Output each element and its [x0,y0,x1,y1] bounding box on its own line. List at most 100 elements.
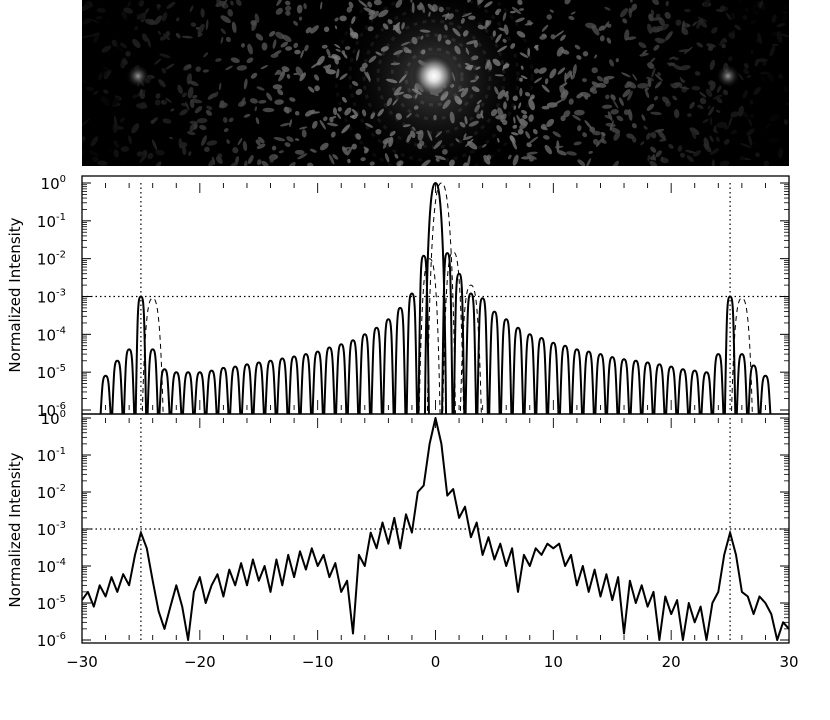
companion-right [716,64,740,88]
speckle [369,161,375,166]
speckle [159,35,167,41]
speckle [82,138,85,144]
speckle [649,160,658,166]
speckle [208,159,214,166]
speckle [707,105,711,110]
speckle [281,34,292,43]
speckle [650,146,657,153]
speckle [754,58,760,67]
speckle [629,0,633,3]
speckle [742,111,749,118]
speckle [165,97,172,103]
speckle [231,21,237,33]
speckle [89,150,99,156]
speckle [216,0,221,5]
speckle [771,14,777,23]
speckle [279,122,290,127]
speckle [285,46,293,51]
speckle [303,3,307,10]
speckle [323,65,329,69]
x-tick-label: −10 [302,653,334,671]
speckle [623,109,630,116]
speckle [96,7,106,13]
speckle [631,3,638,11]
speckle [532,128,538,135]
speckle [591,67,598,74]
speckle [541,84,550,93]
speckle [247,43,253,55]
speckle [757,32,763,44]
y-tick-label: 10-1 [37,446,66,465]
speckle [91,19,100,24]
speckle [763,160,770,166]
speckle [256,159,262,166]
speckle [582,78,587,83]
speckle [271,145,277,151]
speckle [655,13,661,19]
speckle [103,89,109,94]
speckle [301,129,307,138]
speckle [603,78,609,85]
speckle [750,49,754,55]
x-tick-label: 30 [779,653,798,671]
speckle [511,6,522,15]
speckle [592,130,601,136]
speckle [556,46,564,57]
speckle [105,21,111,24]
speckle [610,94,616,101]
speckle [189,125,195,130]
speckle [753,9,760,15]
speckle [527,20,533,26]
speckle [728,116,733,127]
speckle [296,4,303,14]
speckle [175,17,180,22]
speckle [269,154,275,163]
speckle [577,125,582,132]
bottom-axes [81,417,790,641]
speckle [92,156,99,163]
speckle [321,44,328,49]
speckle [594,54,598,59]
speckle [220,36,224,44]
speckle [697,104,704,110]
speckle [275,7,283,15]
speckle [230,161,239,166]
speckle [750,20,757,25]
speckle [284,0,291,6]
speckle [170,108,175,112]
speckle [136,151,143,157]
speckle [247,155,254,164]
speckle [686,155,694,163]
speckle [716,85,722,93]
speckle [512,154,519,166]
speckle [605,94,610,100]
speckle [82,18,92,25]
speckle [584,120,592,129]
speckle [346,6,353,13]
speckle [554,145,564,149]
speckle [740,143,752,148]
speckle [330,131,336,138]
speckle [82,35,92,38]
speckle [568,98,574,105]
speckle [272,39,277,49]
speckle [586,158,592,166]
speckle [525,131,531,139]
speckle [619,8,629,18]
speckle [288,161,296,166]
speckle [748,135,753,146]
speckle [728,55,733,62]
speckle [205,19,209,31]
speckle [151,139,158,151]
speckle [186,131,196,136]
speckle [563,110,571,118]
speckle [652,0,660,6]
speckle [739,156,746,161]
speckle [215,0,225,7]
speckle [557,67,566,75]
speckle [589,126,596,133]
speckle [299,126,308,130]
speckle [780,33,789,38]
speckle [645,76,655,82]
